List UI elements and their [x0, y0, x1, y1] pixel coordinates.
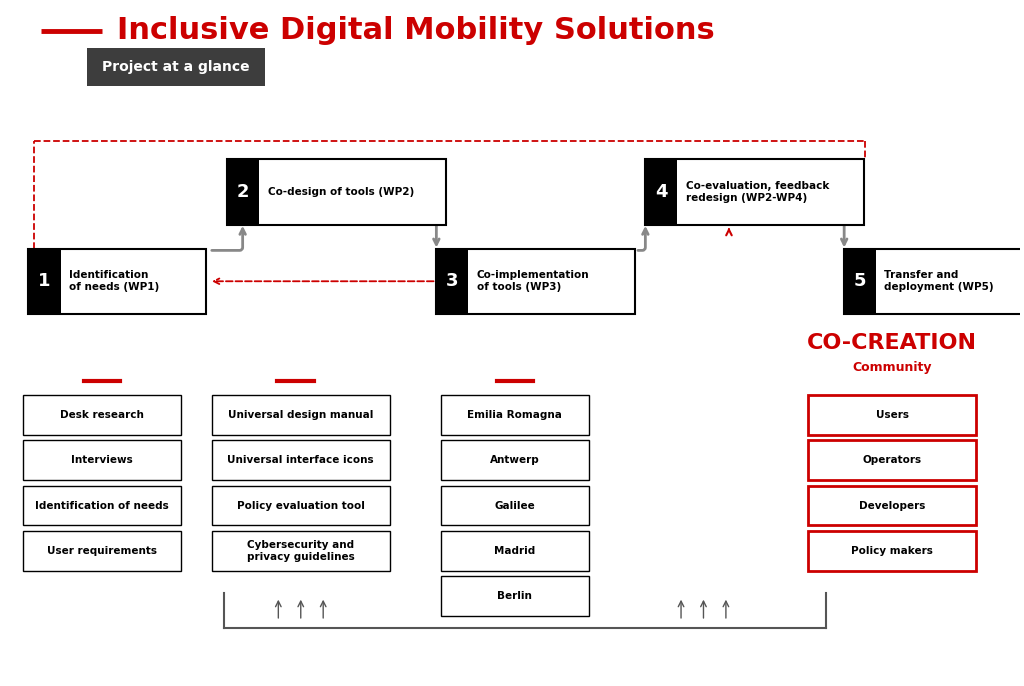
- Text: 2: 2: [237, 183, 250, 201]
- Text: Antwerp: Antwerp: [490, 456, 540, 465]
- Text: Galilee: Galilee: [495, 501, 536, 510]
- FancyBboxPatch shape: [212, 531, 390, 571]
- FancyBboxPatch shape: [808, 486, 976, 525]
- Text: 5: 5: [854, 272, 866, 290]
- FancyBboxPatch shape: [808, 531, 976, 571]
- Text: Madrid: Madrid: [495, 546, 536, 556]
- FancyBboxPatch shape: [808, 395, 976, 435]
- FancyBboxPatch shape: [441, 395, 589, 435]
- Text: Co-evaluation, feedback
redesign (WP2-WP4): Co-evaluation, feedback redesign (WP2-WP…: [686, 181, 829, 203]
- FancyBboxPatch shape: [844, 249, 1022, 314]
- Text: Community: Community: [852, 361, 932, 373]
- FancyBboxPatch shape: [844, 249, 877, 314]
- Text: Policy evaluation tool: Policy evaluation tool: [237, 501, 365, 510]
- FancyBboxPatch shape: [441, 440, 589, 480]
- Text: Interviews: Interviews: [71, 456, 133, 465]
- FancyBboxPatch shape: [441, 486, 589, 525]
- FancyBboxPatch shape: [441, 576, 589, 616]
- FancyBboxPatch shape: [87, 48, 265, 86]
- Text: Users: Users: [876, 410, 908, 420]
- Text: Policy makers: Policy makers: [851, 546, 933, 556]
- FancyBboxPatch shape: [23, 486, 181, 525]
- Text: 1: 1: [38, 272, 50, 290]
- Text: Transfer and
deployment (WP5): Transfer and deployment (WP5): [885, 270, 994, 292]
- FancyBboxPatch shape: [436, 249, 468, 314]
- FancyBboxPatch shape: [227, 160, 446, 225]
- FancyBboxPatch shape: [212, 395, 390, 435]
- FancyBboxPatch shape: [28, 249, 207, 314]
- Text: Berlin: Berlin: [498, 591, 532, 601]
- FancyBboxPatch shape: [645, 160, 678, 225]
- Text: Emilia Romagna: Emilia Romagna: [467, 410, 562, 420]
- FancyBboxPatch shape: [23, 531, 181, 571]
- Text: 3: 3: [445, 272, 459, 290]
- FancyBboxPatch shape: [441, 531, 589, 571]
- FancyBboxPatch shape: [436, 249, 635, 314]
- Text: Universal design manual: Universal design manual: [228, 410, 374, 420]
- FancyBboxPatch shape: [645, 160, 864, 225]
- FancyBboxPatch shape: [23, 395, 181, 435]
- Text: Cybersecurity and
privacy guidelines: Cybersecurity and privacy guidelines: [247, 540, 354, 562]
- FancyBboxPatch shape: [212, 440, 390, 480]
- Text: 4: 4: [655, 183, 668, 201]
- Text: Identification of needs: Identification of needs: [35, 501, 169, 510]
- Text: Universal interface icons: Universal interface icons: [227, 456, 374, 465]
- Text: Identification
of needs (WP1): Identification of needs (WP1): [69, 270, 159, 292]
- FancyBboxPatch shape: [227, 160, 259, 225]
- Text: Developers: Developers: [859, 501, 926, 510]
- Text: Co-implementation
of tools (WP3): Co-implementation of tools (WP3): [476, 270, 589, 292]
- FancyBboxPatch shape: [808, 440, 976, 480]
- Text: Project at a glance: Project at a glance: [102, 60, 250, 74]
- FancyBboxPatch shape: [212, 486, 390, 525]
- Text: Co-design of tools (WP2): Co-design of tools (WP2): [267, 187, 414, 197]
- Text: Inclusive Digital Mobility Solutions: Inclusive Digital Mobility Solutions: [117, 16, 715, 45]
- Text: Operators: Operators: [862, 456, 922, 465]
- Text: User requirements: User requirements: [47, 546, 157, 556]
- FancyBboxPatch shape: [23, 440, 181, 480]
- Text: CO-CREATION: CO-CREATION: [807, 333, 977, 353]
- Text: Desk research: Desk research: [60, 410, 144, 420]
- FancyBboxPatch shape: [28, 249, 60, 314]
